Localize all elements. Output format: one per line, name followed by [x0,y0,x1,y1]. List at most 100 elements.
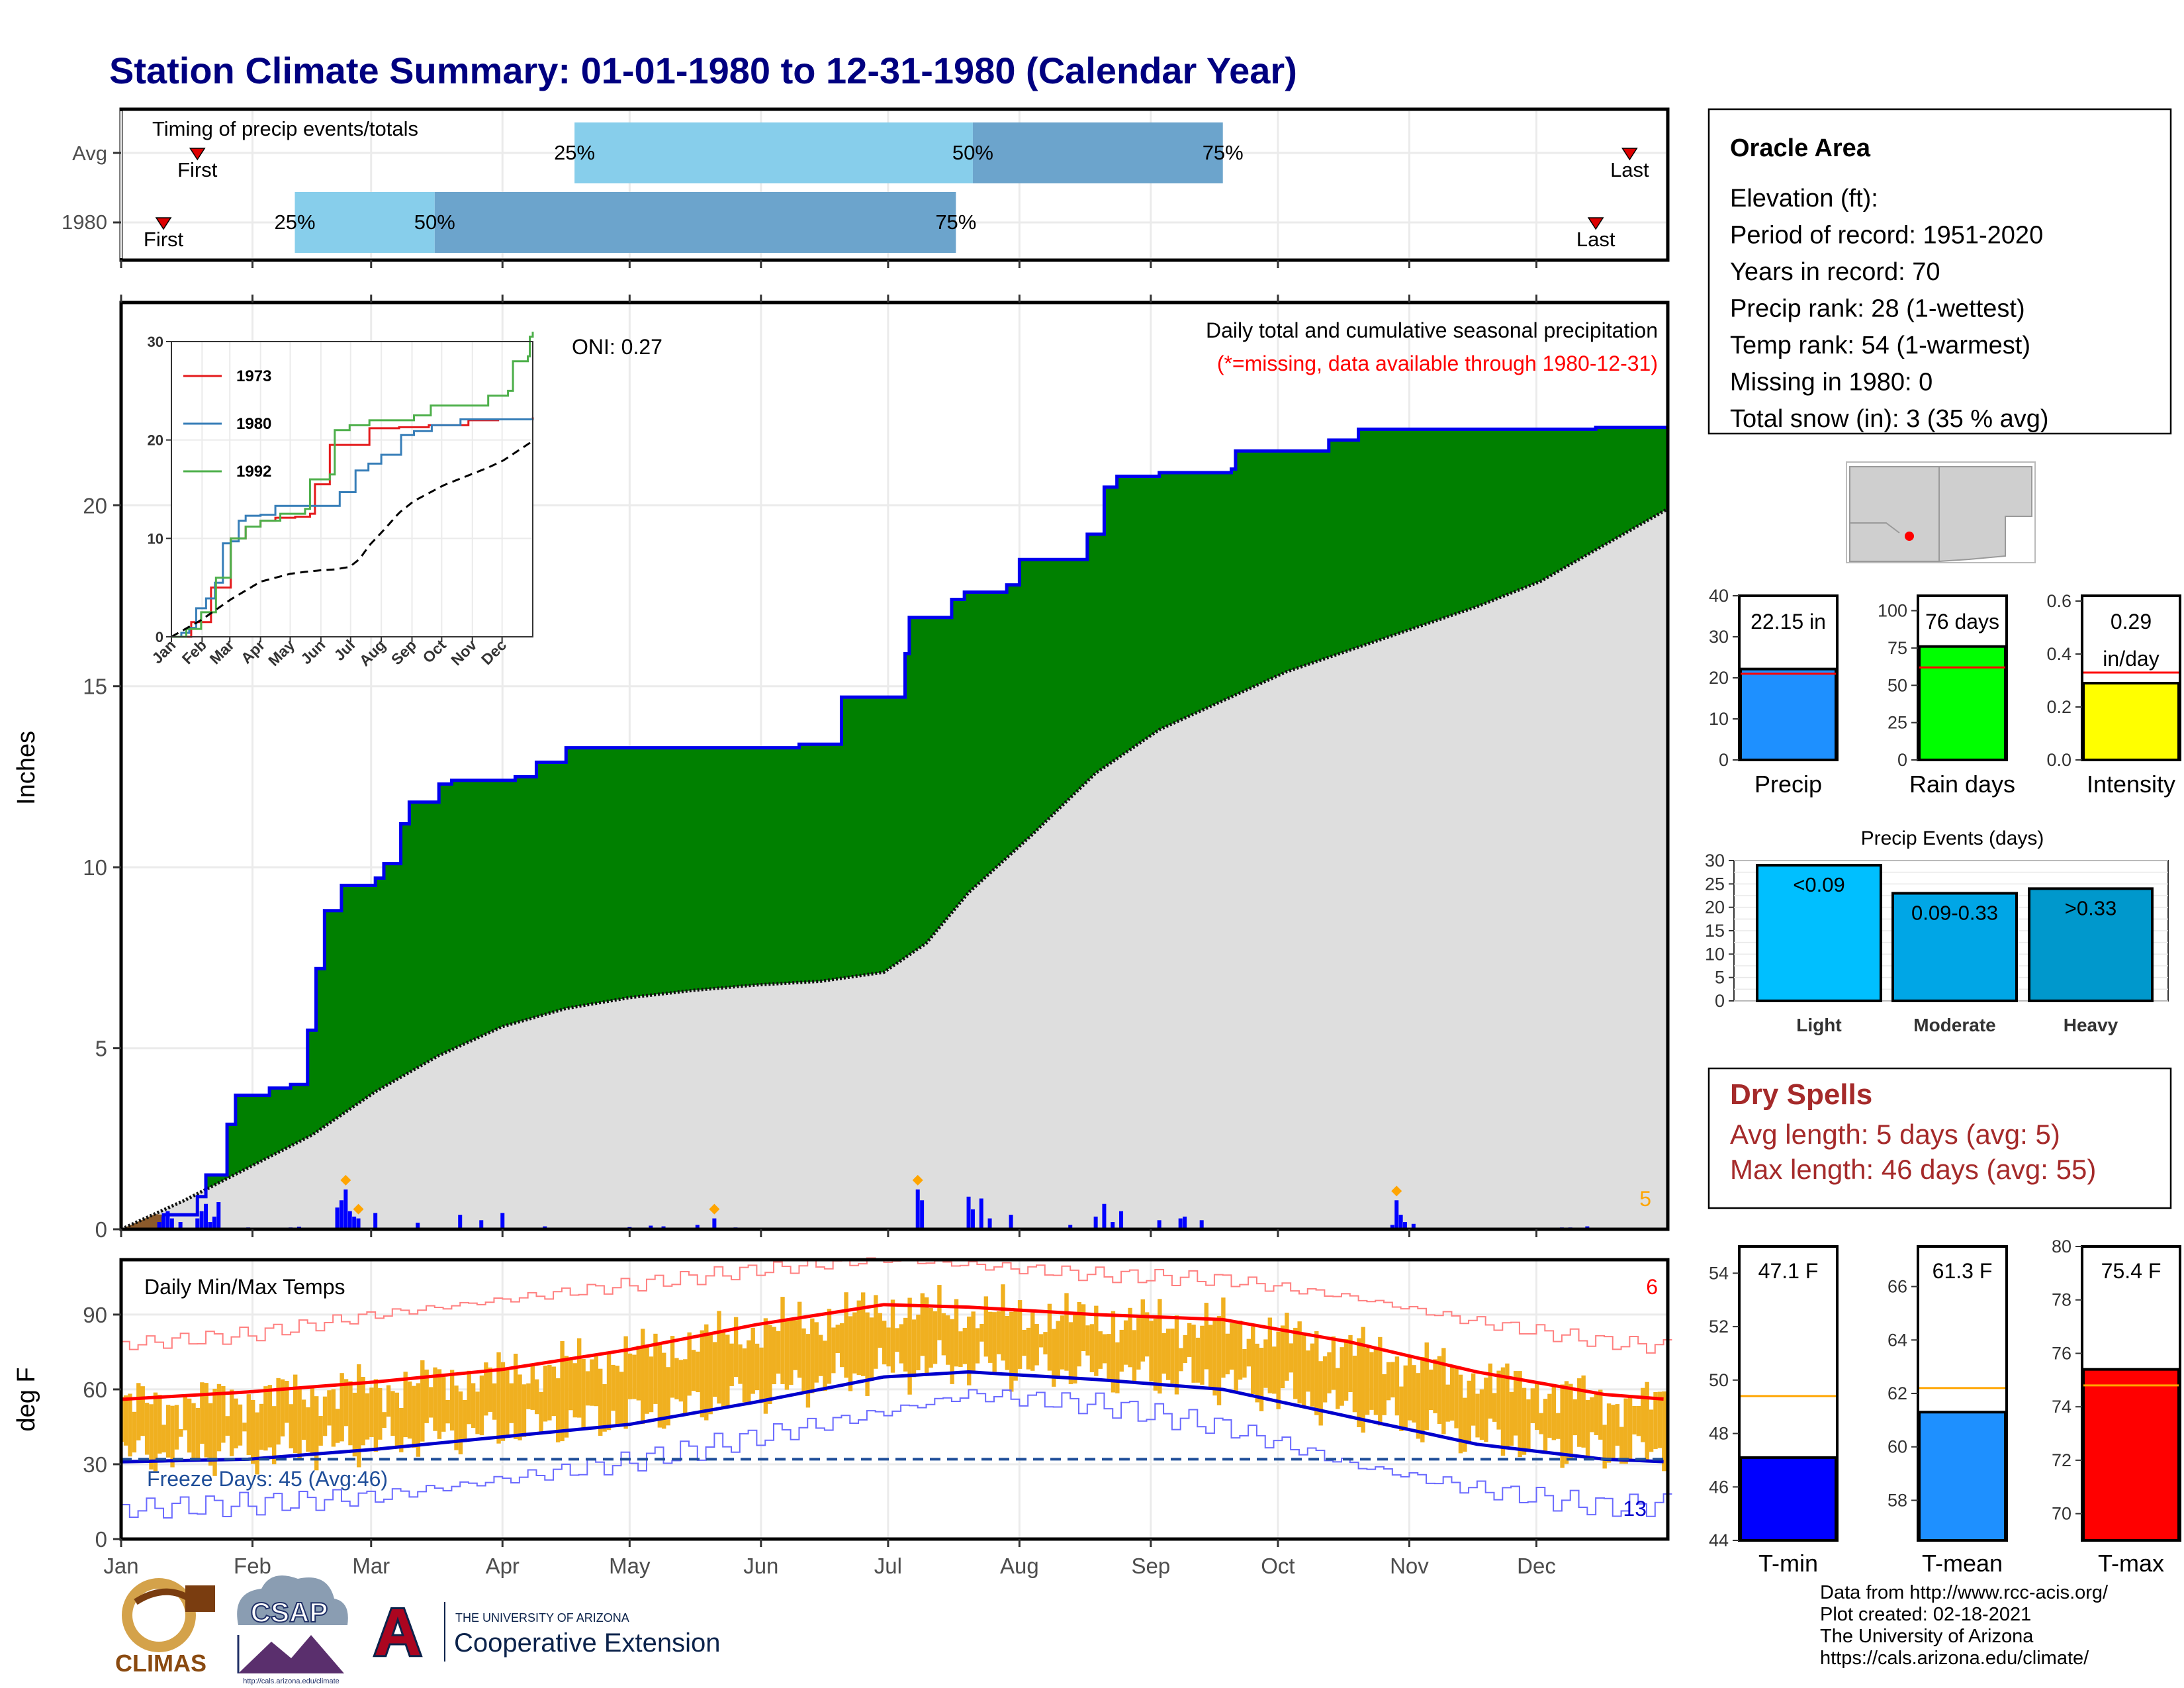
daily-temp-bar [611,1364,615,1411]
summary-bar-0 [1739,667,1837,761]
daily-temp-bar [962,1327,968,1364]
daily-temp-bar [399,1407,404,1452]
daily-temp-bar [856,1300,861,1376]
station-info-line: Precip rank: 28 (1-wettest) [1730,295,2025,323]
credit-line: The University of Arizona [1820,1626,2034,1647]
daily-temp-bar [1390,1362,1395,1398]
daily-temp-bar [636,1345,641,1401]
daily-temp-bar [572,1363,577,1418]
below-average-area [121,1214,164,1229]
daily-precip-bar [373,1213,378,1229]
daily-temp-bar [1463,1397,1467,1452]
temp-summary-ytick-label: 80 [2052,1237,2071,1256]
ua-line1: THE UNIVERSITY OF ARIZONA [455,1611,629,1624]
daily-temp-bar [662,1352,666,1429]
daily-temp-bar [683,1359,688,1413]
credit-line: https://cals.arizona.edu/climate/ [1820,1648,2089,1669]
daily-temp-bar [670,1336,675,1398]
daily-temp-bar [263,1386,268,1451]
daily-temp-bar [810,1318,815,1393]
temp-summary-ytick-label: 70 [2052,1504,2071,1524]
daily-temp-bar [1144,1312,1150,1357]
events-bar-light [1756,864,1882,1002]
daily-temp-bar [1378,1336,1383,1426]
temp-summary-ytick-label: 72 [2052,1450,2071,1470]
events-ytick-label: 25 [1705,874,1725,894]
summary-ytick-label: 50 [1888,675,1907,695]
daily-temp-bar [886,1327,891,1367]
daily-temp-bar [657,1343,662,1428]
daily-temp-bar [518,1374,522,1440]
daily-temp-bar [1107,1334,1111,1380]
daily-temp-bar [1514,1371,1518,1436]
daily-temp-bar [1170,1329,1175,1384]
daily-precip-bar [987,1218,992,1229]
timing-p25-label: 25% [274,211,315,234]
daily-temp-bar [255,1412,259,1475]
temp-summary-category-label: T-min [1758,1550,1818,1577]
average-max-line [120,1303,1664,1401]
daily-temp-bar [1013,1309,1018,1381]
station-name: Oracle Area [1730,134,1871,162]
large-event-marker [1391,1186,1402,1197]
daily-temp-bar [505,1367,510,1435]
month-label: Aug [1000,1554,1039,1578]
daily-temp-bar [1293,1327,1298,1399]
daily-temp-bar [1128,1307,1132,1368]
daily-temp-bar [1017,1300,1023,1369]
daily-temp-bar [352,1392,357,1457]
daily-temp-bar [1522,1387,1527,1455]
daily-temp-bar [158,1395,162,1454]
daily-temp-bar [1081,1304,1086,1352]
temp-summary-ytick-label: 74 [2052,1397,2071,1417]
daily-temp-bar [1611,1405,1615,1460]
month-label: Feb [234,1554,271,1578]
daily-temp-bar [1433,1359,1437,1413]
daily-temp-bar [903,1317,908,1372]
daily-temp-bar [1221,1297,1226,1378]
locator-map [1846,461,2036,563]
daily-temp-bar [801,1328,806,1393]
daily-temp-bar [1569,1383,1573,1460]
daily-temp-bar [1407,1357,1412,1421]
daily-temp-bar [882,1321,887,1365]
dry-spells-box: Dry Spells Avg length: 5 days (avg: 5) M… [1707,1067,2172,1209]
station-info-line: Temp rank: 54 (1-warmest) [1730,332,2030,359]
average-cumulative-line [120,507,1669,1231]
average-min-line [120,1370,1664,1464]
daily-temp-bar [357,1364,361,1468]
daily-temp-bar [132,1411,137,1453]
month-label: Dec [1517,1554,1556,1578]
daily-precip-bar [165,1211,170,1229]
summary-bar-2 [2082,682,2180,761]
daily-temp-bar [1636,1405,1641,1436]
daily-temp-bar [937,1285,942,1340]
station-location-marker [1905,532,1914,541]
daily-temp-bar [1306,1350,1310,1392]
daily-temp-bar [1458,1374,1463,1454]
daily-temp-bar [576,1338,582,1418]
daily-temp-bar [242,1423,247,1432]
daily-temp-bar [1030,1312,1035,1371]
daily-temp-bar [475,1391,480,1434]
daily-temp-bar [369,1387,374,1437]
daily-temp-bar [1009,1311,1014,1392]
daily-temp-bar [509,1383,514,1423]
daily-temp-bar [925,1297,929,1376]
daily-precip-bar [1178,1218,1183,1229]
daily-temp-bar [1052,1329,1056,1387]
daily-temp-bar [1212,1320,1217,1396]
daily-temp-bar [191,1403,196,1458]
events-category-label: Moderate [1913,1015,1995,1035]
daily-temp-bar [195,1407,201,1460]
daily-temp-bar [1556,1413,1561,1439]
daily-temp-bar [301,1399,306,1440]
daily-temp-bar [1547,1393,1552,1438]
daily-precip-bar [1394,1200,1399,1229]
inset-legend-label: 1992 [236,463,271,481]
daily-temp-bar [1488,1363,1492,1419]
daily-temp-bar [1645,1382,1649,1462]
daily-temp-bar [979,1324,984,1342]
daily-temp-bar [276,1378,281,1445]
events-ytick-label: 30 [1705,851,1725,870]
